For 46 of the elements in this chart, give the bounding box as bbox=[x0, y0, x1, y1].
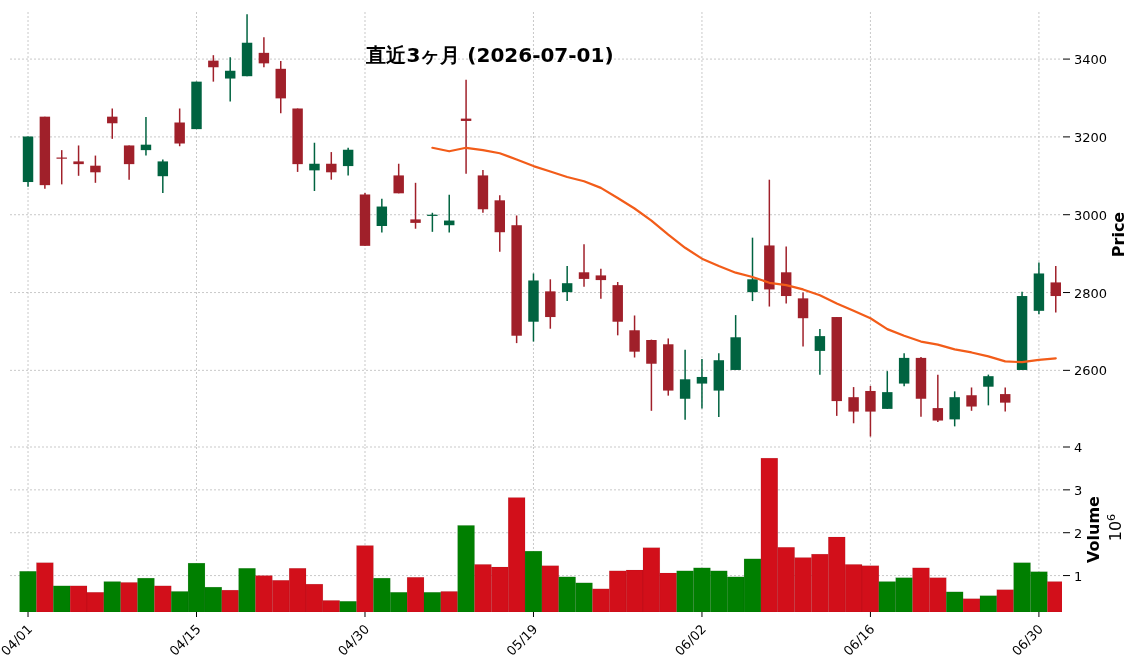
candlestick bbox=[410, 182, 421, 230]
candlestick bbox=[393, 162, 404, 195]
candlestick bbox=[258, 36, 270, 68]
candlestick bbox=[848, 386, 859, 425]
candlestick bbox=[90, 154, 101, 184]
candlestick bbox=[747, 236, 758, 302]
candlestick bbox=[865, 385, 876, 438]
y-tick-label: 3400 bbox=[1074, 52, 1108, 68]
candlestick bbox=[376, 198, 388, 234]
candlestick bbox=[224, 56, 236, 103]
line-series bbox=[431, 146, 1057, 364]
y-tick-label: 3000 bbox=[1074, 207, 1108, 223]
candlestick bbox=[882, 370, 893, 410]
candlestick bbox=[629, 314, 640, 359]
y-axis-title: Volume bbox=[1084, 495, 1103, 563]
candlestick bbox=[949, 390, 960, 428]
candlestick bbox=[1000, 386, 1011, 413]
candlestick bbox=[561, 265, 573, 302]
y-axis-title: Price bbox=[1109, 211, 1128, 258]
candlestick bbox=[966, 386, 977, 412]
candlestick bbox=[595, 268, 607, 300]
candlestick bbox=[578, 243, 590, 288]
candlestick bbox=[696, 358, 708, 410]
y-tick-label: 2600 bbox=[1074, 363, 1108, 379]
candlestick bbox=[208, 54, 219, 83]
candlestick bbox=[814, 328, 826, 376]
y-tick-label: 2 bbox=[1074, 525, 1083, 541]
text: 直近3ヶ月 (2026-07-01) bbox=[365, 43, 614, 67]
candlestick bbox=[679, 348, 691, 421]
y-tick-label: 3 bbox=[1074, 482, 1083, 498]
y-tick-label: 4 bbox=[1074, 440, 1083, 455]
candlestick bbox=[326, 151, 337, 181]
candlestick bbox=[342, 147, 354, 177]
y-tick-label: 1 bbox=[1074, 568, 1083, 584]
candlestick bbox=[1050, 265, 1061, 314]
candlestick bbox=[309, 141, 320, 192]
candlestick bbox=[932, 373, 944, 423]
y-tick-label: 2800 bbox=[1074, 285, 1108, 301]
candlestick bbox=[983, 373, 994, 407]
candlestick bbox=[123, 144, 135, 181]
candlestick bbox=[797, 291, 809, 348]
candlestick bbox=[174, 107, 185, 147]
candlestick bbox=[157, 158, 169, 194]
candlestick bbox=[646, 338, 657, 412]
y-tick-label: 3200 bbox=[1074, 129, 1108, 145]
candlestick bbox=[73, 144, 84, 177]
